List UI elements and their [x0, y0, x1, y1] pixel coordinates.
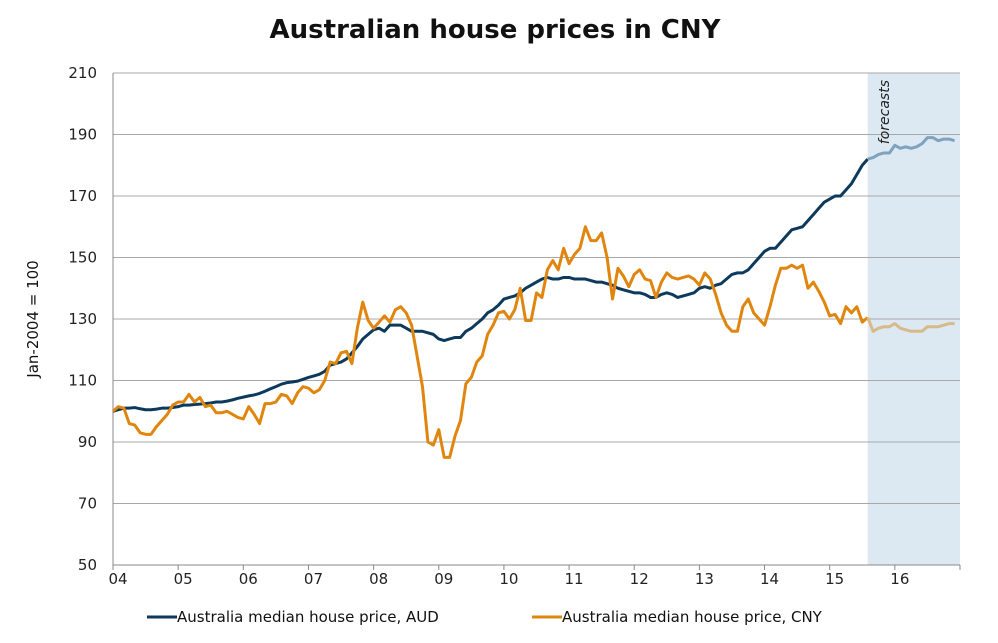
x-tick-label: 12	[630, 570, 649, 588]
x-tick-label: 11	[565, 570, 584, 588]
y-tick-label: 190	[68, 126, 97, 144]
forecast-line-cny	[866, 316, 955, 333]
y-tick-label: 50	[78, 556, 97, 574]
y-tick-label: 170	[68, 187, 97, 205]
x-tick-label: 10	[499, 570, 518, 588]
y-tick-label: 110	[68, 372, 97, 390]
forecast-line-aud	[867, 136, 955, 161]
x-tick-label: 14	[760, 570, 779, 588]
y-axis: 50 70 90 110 130 150 170 190 210	[68, 64, 114, 574]
x-tick-label: 15	[825, 570, 844, 588]
x-tick-label: 07	[304, 570, 323, 588]
chart-title: Australian house prices in CNY	[270, 15, 722, 45]
x-tick-label: 08	[369, 570, 388, 588]
x-tick-label: 13	[695, 570, 714, 588]
series-line-cny	[112, 225, 869, 459]
forecast-annotation: forecasts	[877, 80, 893, 144]
x-tick-label: 16	[890, 570, 909, 588]
y-tick-label: 90	[78, 433, 97, 451]
legend-label-cny: Australia median house price, CNY	[562, 608, 823, 626]
series-line-aud	[112, 158, 869, 413]
legend: Australia median house price, AUD Austra…	[147, 608, 823, 626]
y-tick-label: 130	[68, 310, 97, 328]
y-tick-label: 70	[78, 495, 97, 513]
y-tick-label: 210	[68, 64, 97, 82]
legend-label-aud: Australia median house price, AUD	[177, 608, 439, 626]
x-axis: 04 05 06 07 08 09 10 11 12 13 14 15 16	[108, 565, 961, 588]
x-tick-label: 04	[108, 570, 127, 588]
y-axis-label: Jan-2004 = 100	[24, 260, 42, 378]
x-tick-label: 05	[174, 570, 193, 588]
x-tick-label: 09	[434, 570, 453, 588]
series-lines	[112, 136, 955, 459]
gridlines	[113, 72, 960, 566]
x-tick-label: 06	[239, 570, 258, 588]
y-tick-label: 150	[68, 249, 97, 267]
